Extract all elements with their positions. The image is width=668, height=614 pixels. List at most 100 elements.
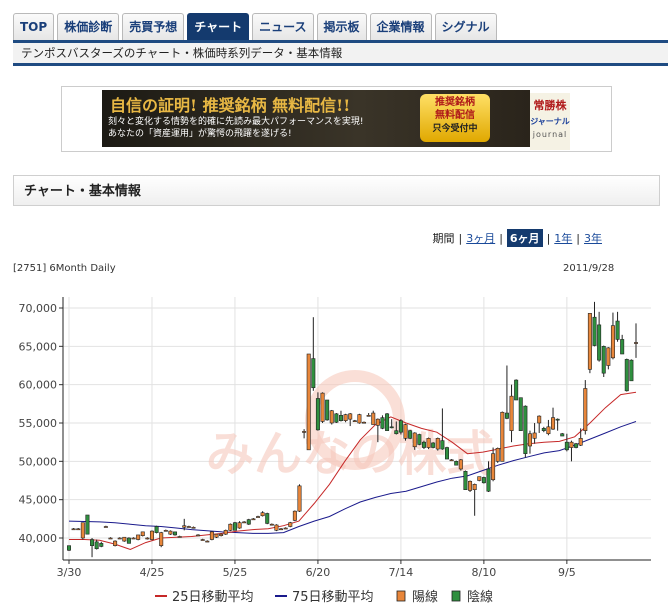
- candle-down: [574, 443, 579, 448]
- candle-down: [431, 442, 436, 448]
- candle-up: [458, 459, 463, 470]
- chart-label: [2751] 6Month Daily: [13, 263, 116, 274]
- candle-up: [191, 526, 196, 529]
- legend-label: 陽線: [412, 589, 438, 605]
- tab-company-info[interactable]: 企業情報: [369, 13, 432, 40]
- candle-up: [362, 421, 367, 424]
- candle-up: [122, 536, 127, 542]
- candle-up: [583, 388, 588, 431]
- separator: |: [576, 231, 580, 245]
- candle-up: [320, 392, 325, 422]
- candle-down: [325, 399, 330, 421]
- candle-down: [315, 398, 320, 431]
- ad-banner[interactable]: 自信の証明! 推奨銘柄 無料配信!! 刻々と変化する情勢を的確に先読み最大パフォ…: [61, 86, 612, 152]
- candle-up: [578, 438, 583, 446]
- candle-up: [131, 537, 136, 540]
- ma75-line: [68, 421, 637, 534]
- candle-up: [205, 540, 210, 543]
- candle-up: [509, 395, 514, 431]
- candle-up: [500, 411, 505, 462]
- candle-up: [255, 516, 260, 518]
- candle-down: [94, 541, 99, 550]
- x-tick-label: 7/14: [389, 566, 414, 579]
- candle-down: [629, 359, 634, 382]
- period-1-year[interactable]: 1年: [554, 232, 573, 245]
- legend-swatch-down: [451, 590, 461, 602]
- candle-down: [265, 513, 270, 524]
- candle-down: [463, 471, 468, 491]
- candle-up: [297, 485, 302, 512]
- candle-down: [555, 418, 560, 421]
- candle-up: [251, 518, 256, 521]
- ad-logo-line2: ジャーナル: [530, 117, 570, 126]
- period-3-months[interactable]: 3ヶ月: [466, 232, 496, 245]
- candle-down: [444, 447, 449, 460]
- ad-headline: 自信の証明! 推奨銘柄 無料配信!!: [110, 96, 351, 115]
- candle-down: [338, 415, 343, 422]
- candle-down: [334, 413, 339, 423]
- separator: |: [499, 231, 503, 245]
- candle-down: [398, 420, 403, 433]
- candle-down: [421, 441, 426, 448]
- candle-up: [108, 537, 113, 540]
- candle-up: [136, 534, 141, 540]
- candle-up: [477, 476, 482, 481]
- chart-date: 2011/9/28: [563, 263, 615, 274]
- candle-up: [537, 415, 542, 424]
- candle-up: [412, 432, 417, 448]
- ad-button-line1: 推奨銘柄: [435, 97, 475, 108]
- x-tick-label: 6/20: [306, 566, 331, 579]
- candle-up: [269, 523, 274, 526]
- candle-up: [113, 540, 118, 546]
- ma25-line: [69, 391, 637, 551]
- tab-stock-diagnosis[interactable]: 株価診断: [57, 13, 120, 40]
- candle-up: [76, 528, 81, 531]
- y-tick-label: 70,000: [19, 302, 58, 315]
- x-tick-label: 3/30: [57, 566, 82, 579]
- candle-down: [620, 339, 625, 355]
- candle-up: [569, 441, 574, 448]
- nav-tabs: TOP 株価診断 売買予想 チャート ニュース 掲示板 企業情報 シグナル: [13, 13, 497, 40]
- candle-down: [126, 537, 131, 544]
- candle-down: [592, 316, 597, 346]
- ad-line1: 刻々と変化する情勢を的確に先読み最大パフォーマンスを実現!: [108, 117, 364, 127]
- candle-down: [408, 430, 413, 439]
- tab-signal[interactable]: シグナル: [434, 13, 497, 40]
- candle-up: [491, 453, 496, 481]
- tab-chart[interactable]: チャート: [187, 13, 250, 40]
- candle-up: [546, 426, 551, 435]
- candle-up: [348, 413, 353, 420]
- candle-down: [85, 514, 90, 535]
- period-3-years[interactable]: 3年: [584, 232, 602, 245]
- y-tick-label: 55,000: [19, 417, 58, 430]
- ad-logo-line1: 常勝株: [533, 99, 567, 112]
- candle-up: [168, 530, 173, 535]
- nav-divider-bottom: [13, 63, 668, 66]
- candle-down: [385, 413, 390, 431]
- period-label: 期間: [432, 232, 455, 245]
- candle-down: [67, 545, 72, 551]
- candle-down: [311, 358, 316, 389]
- ad-button[interactable]: 推奨銘柄 無料配信 只今受付中: [420, 94, 490, 142]
- tab-trade-forecast[interactable]: 売買予想: [122, 13, 185, 40]
- tab-board[interactable]: 掲示板: [316, 13, 367, 40]
- y-tick-label: 65,000: [19, 340, 58, 353]
- legend-label: 陰線: [467, 589, 493, 605]
- candle-down: [394, 430, 399, 435]
- candle-up: [468, 480, 473, 491]
- candle-up: [214, 533, 219, 538]
- candle-up: [343, 414, 348, 421]
- candle-up: [426, 438, 431, 448]
- candle-down: [523, 405, 528, 454]
- separator: |: [458, 231, 463, 245]
- candle-up: [71, 528, 76, 531]
- candle-up: [610, 325, 615, 359]
- tab-top[interactable]: TOP: [13, 13, 55, 40]
- tab-news[interactable]: ニュース: [252, 13, 314, 40]
- candle-up: [80, 522, 85, 539]
- ad-logo-line3: journal: [532, 130, 568, 139]
- nav-divider: [13, 40, 668, 43]
- ad-image[interactable]: 自信の証明! 推奨銘柄 無料配信!! 刻々と変化する情勢を的確に先読み最大パフォ…: [102, 90, 570, 150]
- period-6-months[interactable]: 6ヶ月: [506, 229, 543, 247]
- candle-down: [232, 522, 237, 531]
